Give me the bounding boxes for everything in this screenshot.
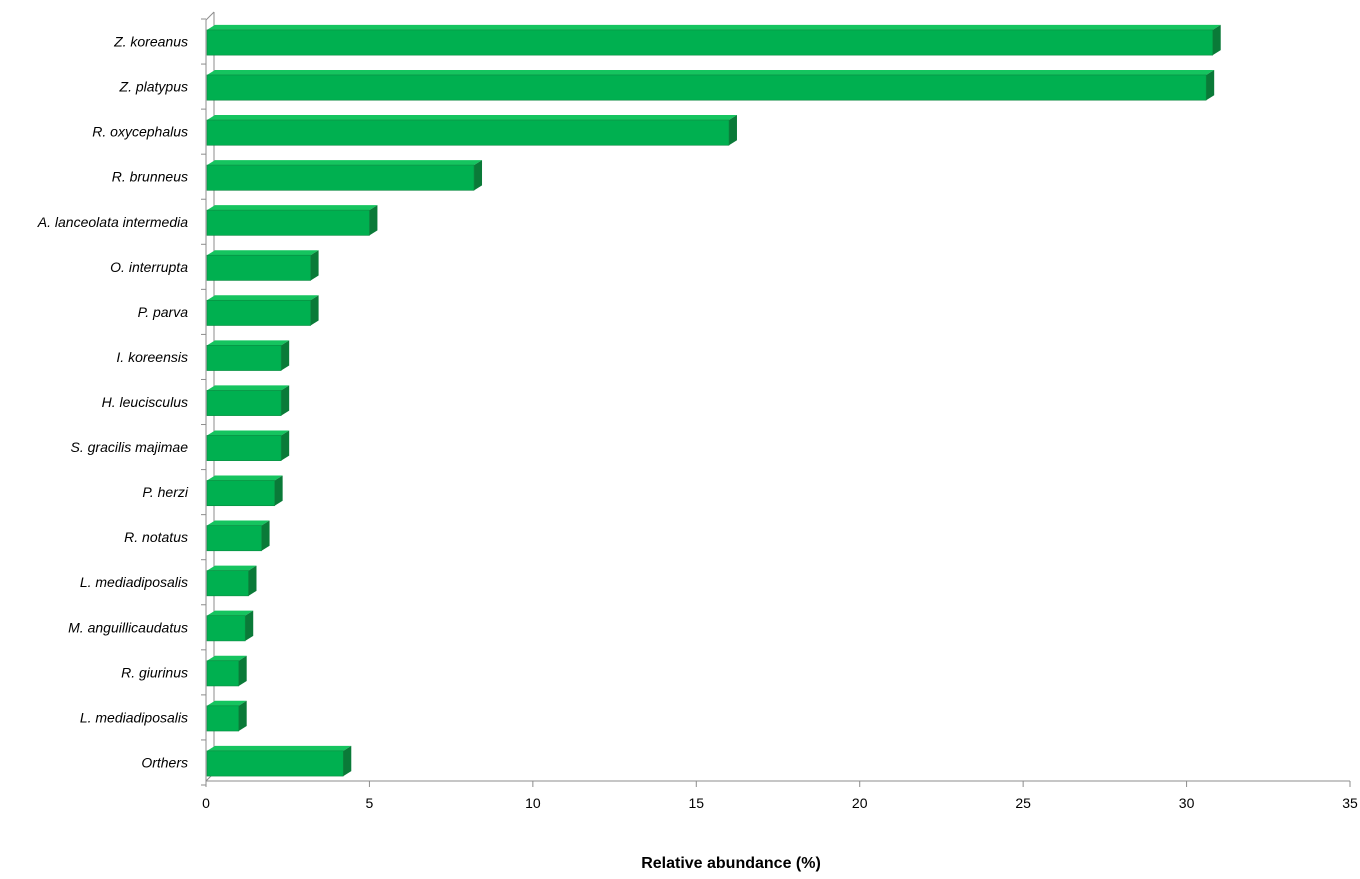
x-tick-label: 20	[852, 795, 868, 811]
bar-top-face	[207, 655, 247, 661]
category-label: L. mediadiposalis	[80, 709, 188, 725]
category-label: R. notatus	[124, 529, 188, 545]
x-tick-labels: 0 5 10 15 20 25 30 35	[202, 795, 1358, 811]
bar	[206, 115, 737, 146]
category-label: M. anguillicaudatus	[68, 619, 188, 635]
x-tick-label: 10	[525, 795, 541, 811]
category-label: Orthers	[141, 754, 188, 770]
bar-side-face	[238, 655, 247, 686]
bar-front-face	[206, 525, 262, 552]
category-label: R. brunneus	[112, 169, 188, 185]
bar-side-face	[310, 250, 319, 281]
bar-side-face	[274, 475, 283, 506]
bar	[206, 24, 1221, 56]
bar-front-face	[206, 29, 1214, 56]
bar-top-face	[207, 69, 1215, 75]
y-axis-top-connector	[205, 11, 215, 21]
x-tick-label: 0	[202, 795, 210, 811]
bar-top-face	[207, 700, 247, 706]
category-label: R. giurinus	[121, 664, 188, 680]
category-label: S. gracilis majimae	[71, 439, 189, 455]
bar	[206, 610, 254, 642]
bar	[206, 700, 247, 732]
bar-top-face	[207, 250, 319, 256]
bar-front-face	[206, 570, 249, 597]
category-label: Z. koreanus	[113, 34, 188, 50]
bar-top-face	[207, 520, 270, 526]
category-labels: Z. koreanus Z. platypus R. oxycephalus R. b…	[37, 34, 189, 771]
bar-front-face	[206, 435, 282, 461]
bar-front-face	[206, 480, 275, 507]
x-tick-label: 30	[1179, 795, 1195, 811]
bar-front-face	[206, 750, 344, 777]
category-label: P. parva	[138, 304, 189, 320]
bar-side-face	[281, 385, 290, 416]
x-tick-label: 35	[1342, 795, 1358, 811]
bar-top-face	[207, 565, 257, 571]
bar	[206, 250, 319, 281]
category-label: R. oxycephalus	[92, 124, 188, 140]
bar-top-face	[207, 160, 483, 166]
bar-front-face	[206, 660, 239, 687]
chart-bars	[206, 24, 1221, 777]
bar-side-face	[474, 160, 483, 191]
bar-top-face	[207, 295, 319, 301]
bar-front-face	[206, 254, 311, 281]
category-label: Z. platypus	[119, 79, 188, 95]
bar-front-face	[206, 209, 370, 236]
category-label: O. interrupta	[110, 259, 188, 275]
bar-front-face	[206, 615, 246, 642]
bar	[206, 295, 319, 326]
bar	[206, 69, 1215, 101]
bar-side-face	[728, 115, 737, 146]
bar-side-face	[343, 745, 352, 777]
bar	[206, 745, 352, 777]
bar	[206, 430, 290, 461]
bar-front-face	[206, 74, 1207, 101]
bar-side-face	[369, 205, 378, 236]
bar-front-face	[206, 119, 730, 146]
bar	[206, 385, 290, 416]
x-tick-label: 5	[366, 795, 374, 811]
bar	[206, 655, 247, 687]
bar-front-face	[206, 345, 282, 371]
category-label: L. mediadiposalis	[80, 574, 188, 590]
bar-front-face	[206, 705, 239, 732]
bar-front-face	[206, 164, 475, 191]
bar-side-face	[238, 700, 247, 732]
x-axis-title: Relative abundance (%)	[641, 855, 821, 872]
bar-top-face	[207, 205, 378, 211]
bar-side-face	[245, 610, 254, 641]
bar-front-face	[206, 299, 311, 326]
bar-top-face	[207, 385, 290, 391]
x-tick-label: 15	[688, 795, 704, 811]
bar-top-face	[207, 340, 290, 346]
category-label: A. lanceolata intermedia	[37, 214, 188, 230]
x-tick-label: 25	[1015, 795, 1031, 811]
bar	[206, 160, 483, 191]
bar-top-face	[207, 24, 1221, 30]
bar	[206, 475, 283, 507]
bar-side-face	[281, 430, 290, 461]
category-label: H. leucisculus	[102, 394, 188, 410]
bar-side-face	[1206, 69, 1215, 101]
bar-side-face	[1212, 24, 1221, 56]
bar-top-face	[207, 475, 283, 481]
bar-top-face	[207, 430, 290, 436]
category-label: I. koreensis	[116, 349, 188, 365]
category-label: P. herzi	[142, 484, 189, 500]
bar-side-face	[248, 565, 257, 596]
bar	[206, 340, 290, 371]
bar	[206, 520, 270, 552]
bar	[206, 205, 378, 236]
bar-side-face	[281, 340, 290, 371]
bar-front-face	[206, 390, 282, 416]
bar	[206, 565, 257, 597]
bar-side-face	[261, 520, 270, 551]
bar-top-face	[207, 745, 352, 751]
bar-side-face	[310, 295, 319, 326]
bar-top-face	[207, 115, 737, 121]
bar-top-face	[207, 610, 254, 616]
